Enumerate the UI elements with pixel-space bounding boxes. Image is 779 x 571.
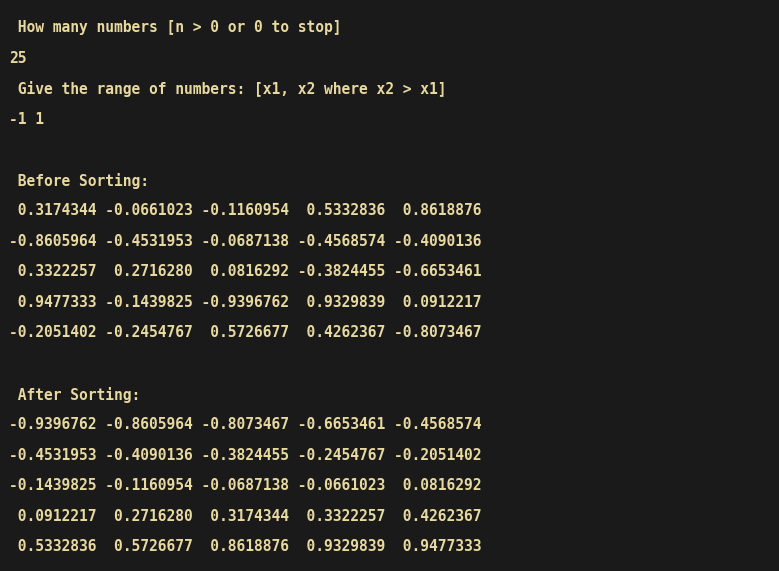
Text: After Sorting:: After Sorting: [9,387,140,403]
Text: 0.3322257  0.2716280  0.0816292 -0.3824455 -0.6653461: 0.3322257 0.2716280 0.0816292 -0.3824455… [9,264,482,279]
Text: Before Sorting:: Before Sorting: [9,172,150,189]
Text: 25: 25 [9,51,26,66]
Text: 0.9477333 -0.1439825 -0.9396762  0.9329839  0.0912217: 0.9477333 -0.1439825 -0.9396762 0.932983… [9,295,482,310]
Text: -0.1439825 -0.1160954 -0.0687138 -0.0661023  0.0816292: -0.1439825 -0.1160954 -0.0687138 -0.0661… [9,478,482,493]
Text: Give the range of numbers: [x1, x2 where x2 > x1]: Give the range of numbers: [x1, x2 where… [9,81,447,97]
Text: -0.4531953 -0.4090136 -0.3824455 -0.2454767 -0.2051402: -0.4531953 -0.4090136 -0.3824455 -0.2454… [9,448,482,463]
Text: -0.2051402 -0.2454767  0.5726677  0.4262367 -0.8073467: -0.2051402 -0.2454767 0.5726677 0.426236… [9,325,482,340]
Text: -0.9396762 -0.8605964 -0.8073467 -0.6653461 -0.4568574: -0.9396762 -0.8605964 -0.8073467 -0.6653… [9,417,482,432]
Text: -1 1: -1 1 [9,112,44,127]
Text: How many numbers [n > 0 or 0 to stop]: How many numbers [n > 0 or 0 to stop] [9,20,342,35]
Text: 0.0912217  0.2716280  0.3174344  0.3322257  0.4262367: 0.0912217 0.2716280 0.3174344 0.3322257 … [9,509,482,524]
Text: 0.3174344 -0.0661023 -0.1160954  0.5332836  0.8618876: 0.3174344 -0.0661023 -0.1160954 0.533283… [9,203,482,218]
Text: -0.8605964 -0.4531953 -0.0687138 -0.4568574 -0.4090136: -0.8605964 -0.4531953 -0.0687138 -0.4568… [9,234,482,249]
Text: 0.5332836  0.5726677  0.8618876  0.9329839  0.9477333: 0.5332836 0.5726677 0.8618876 0.9329839 … [9,539,482,554]
